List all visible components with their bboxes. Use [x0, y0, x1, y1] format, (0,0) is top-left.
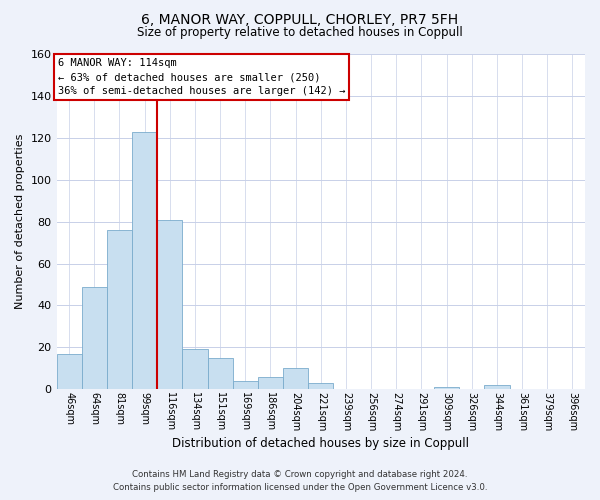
Bar — [484, 385, 509, 390]
Bar — [283, 368, 308, 390]
Bar — [308, 383, 334, 390]
Bar — [132, 132, 157, 390]
Bar — [258, 376, 283, 390]
Bar — [233, 381, 258, 390]
X-axis label: Distribution of detached houses by size in Coppull: Distribution of detached houses by size … — [172, 437, 469, 450]
Bar — [157, 220, 182, 390]
Bar — [107, 230, 132, 390]
Bar — [208, 358, 233, 390]
Text: Contains HM Land Registry data © Crown copyright and database right 2024.
Contai: Contains HM Land Registry data © Crown c… — [113, 470, 487, 492]
Bar — [82, 286, 107, 390]
Y-axis label: Number of detached properties: Number of detached properties — [15, 134, 25, 310]
Bar — [434, 387, 459, 390]
Bar — [182, 350, 208, 390]
Text: Size of property relative to detached houses in Coppull: Size of property relative to detached ho… — [137, 26, 463, 39]
Bar — [56, 354, 82, 390]
Text: 6 MANOR WAY: 114sqm
← 63% of detached houses are smaller (250)
36% of semi-detac: 6 MANOR WAY: 114sqm ← 63% of detached ho… — [58, 58, 345, 96]
Text: 6, MANOR WAY, COPPULL, CHORLEY, PR7 5FH: 6, MANOR WAY, COPPULL, CHORLEY, PR7 5FH — [142, 12, 458, 26]
